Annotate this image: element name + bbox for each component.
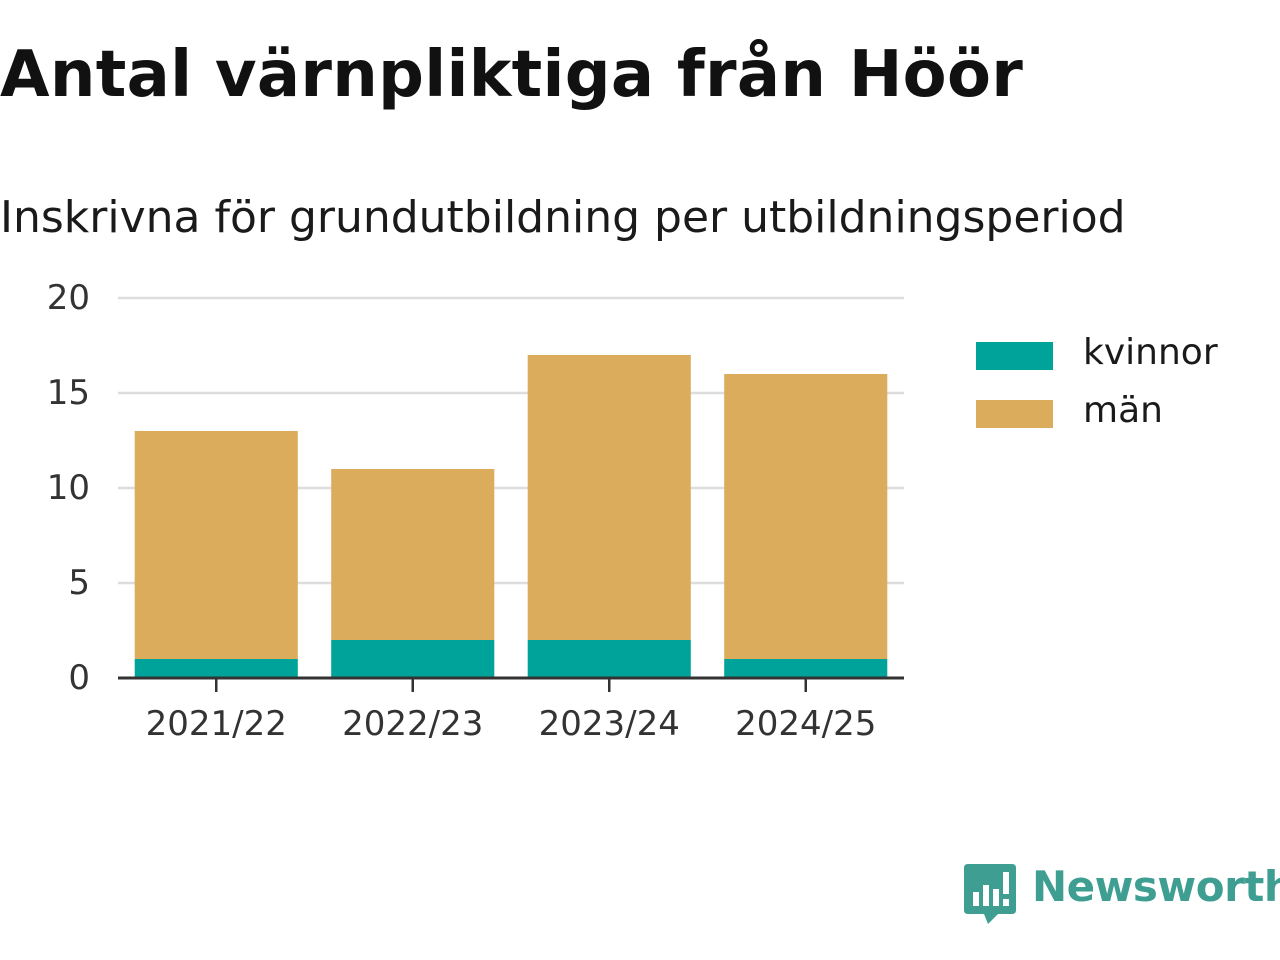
x-tick-label-2024-25: 2024/25 xyxy=(735,704,876,744)
bar-man-2024-25 xyxy=(724,374,888,659)
bars xyxy=(134,355,888,678)
x-tick-label-2023-24: 2023/24 xyxy=(539,704,680,744)
y-tick-label-5: 5 xyxy=(68,563,90,603)
chart-subtitle: Inskrivna för grundutbildning per utbild… xyxy=(0,192,1126,243)
bar-kvinnor-2024-25 xyxy=(724,659,888,678)
bar-kvinnor-2023-24 xyxy=(527,640,691,678)
bar-kvinnor-2022-23 xyxy=(331,640,495,678)
bar-man-2023-24 xyxy=(527,355,691,640)
x-axis xyxy=(118,676,904,692)
y-axis-tick-labels: 0 5 10 15 20 xyxy=(47,278,90,698)
legend-swatch-man xyxy=(976,400,1053,428)
legend-swatch-kvinnor xyxy=(976,342,1053,370)
x-tick-label-2022-23: 2022/23 xyxy=(342,704,483,744)
brand-name: Newsworthy xyxy=(1032,862,1280,911)
y-tick-label-10: 10 xyxy=(47,468,90,508)
bar-man-2021-22 xyxy=(134,431,298,659)
legend-label-kvinnor: kvinnor xyxy=(1083,332,1218,373)
legend-label-man: män xyxy=(1083,390,1163,431)
y-tick-label-20: 20 xyxy=(47,278,90,318)
x-tick-label-2021-22: 2021/22 xyxy=(146,704,287,744)
bar-man-2022-23 xyxy=(331,469,495,640)
bar-chart-speech-bubble-icon xyxy=(964,864,1016,924)
y-tick-label-0: 0 xyxy=(68,658,90,698)
bar-kvinnor-2021-22 xyxy=(134,659,298,678)
y-tick-label-15: 15 xyxy=(47,373,90,413)
chart-title: Antal värnpliktiga från Höör xyxy=(0,38,1024,112)
x-axis-tick-labels: 2021/22 2022/23 2023/24 2024/25 xyxy=(146,704,877,744)
